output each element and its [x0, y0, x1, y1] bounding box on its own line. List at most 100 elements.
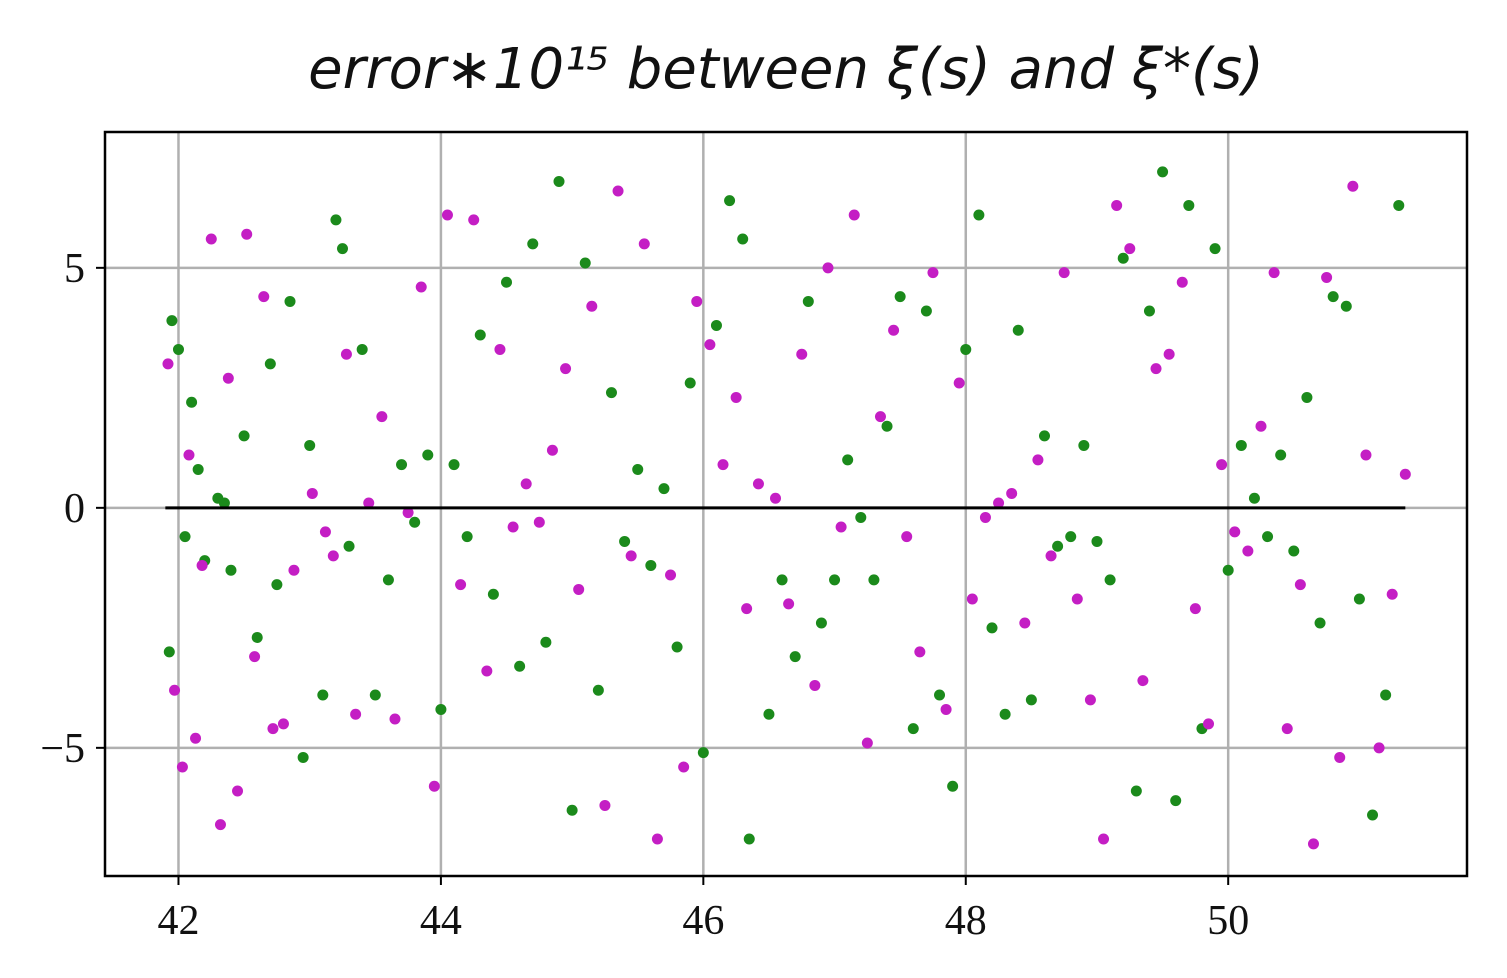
point	[966, 593, 978, 605]
point	[428, 780, 440, 792]
point	[267, 723, 279, 735]
x-tick-label: 42	[157, 898, 199, 944]
point	[340, 348, 352, 360]
point	[396, 459, 408, 471]
point	[881, 420, 893, 432]
point	[225, 564, 237, 576]
point	[1307, 838, 1319, 850]
point	[638, 238, 650, 250]
point	[671, 641, 683, 653]
point	[288, 564, 300, 576]
point	[894, 291, 906, 303]
point	[238, 430, 250, 442]
point	[176, 761, 188, 773]
point	[704, 339, 716, 351]
point	[336, 243, 348, 255]
point	[684, 377, 696, 389]
point	[1176, 276, 1188, 288]
point	[566, 804, 578, 816]
point	[501, 276, 513, 288]
point	[1111, 199, 1123, 211]
point	[441, 209, 453, 221]
point	[1019, 617, 1031, 629]
point	[1189, 603, 1201, 615]
point	[540, 636, 552, 648]
point	[1203, 718, 1215, 730]
point	[1393, 199, 1405, 211]
point	[1229, 526, 1241, 538]
point	[605, 387, 617, 399]
point	[214, 819, 226, 831]
point	[190, 732, 202, 744]
point	[196, 559, 208, 571]
point	[192, 463, 204, 475]
point	[468, 214, 480, 226]
point	[927, 267, 939, 279]
point	[222, 372, 234, 384]
point	[1084, 694, 1096, 706]
point	[1314, 617, 1326, 629]
point	[1006, 487, 1018, 499]
point	[1301, 391, 1313, 403]
point	[979, 511, 991, 523]
point	[1327, 291, 1339, 303]
point	[586, 300, 598, 312]
point	[579, 257, 591, 269]
point	[599, 799, 611, 811]
point	[271, 579, 283, 591]
point	[455, 579, 467, 591]
point	[249, 651, 261, 663]
point	[448, 459, 460, 471]
point	[284, 295, 296, 307]
point	[796, 348, 808, 360]
point	[169, 684, 181, 696]
point	[730, 391, 742, 403]
point	[369, 689, 381, 701]
point	[763, 708, 775, 720]
point	[264, 358, 276, 370]
point	[304, 439, 316, 451]
x-tick-label: 44	[420, 898, 462, 944]
point	[1255, 420, 1267, 432]
point	[855, 511, 867, 523]
point	[507, 521, 519, 533]
point	[940, 703, 952, 715]
point	[592, 684, 604, 696]
point	[241, 228, 253, 240]
point	[330, 214, 342, 226]
point	[1353, 593, 1365, 605]
point	[776, 574, 788, 586]
point	[1038, 430, 1050, 442]
point	[527, 238, 539, 250]
point	[494, 343, 506, 355]
point	[835, 521, 847, 533]
point	[1340, 300, 1352, 312]
point	[1216, 459, 1228, 471]
point	[625, 550, 637, 562]
y-tick-label: 5	[64, 246, 85, 292]
point	[402, 507, 414, 519]
point	[1321, 271, 1333, 283]
point	[691, 295, 703, 307]
point	[1294, 579, 1306, 591]
point	[1163, 348, 1175, 360]
point	[1373, 742, 1385, 754]
plot-frame	[103, 130, 1469, 878]
point	[848, 209, 860, 221]
point	[319, 526, 331, 538]
point	[1117, 252, 1129, 264]
point	[651, 833, 663, 845]
point	[382, 574, 394, 586]
point	[619, 535, 631, 547]
point	[914, 646, 926, 658]
point	[632, 463, 644, 475]
x-tick-label: 46	[682, 898, 724, 944]
point	[665, 569, 677, 581]
point	[1281, 723, 1293, 735]
point	[553, 175, 565, 187]
point	[822, 262, 834, 274]
point	[1091, 535, 1103, 547]
point	[697, 747, 709, 759]
point	[1124, 243, 1136, 255]
point	[1367, 809, 1379, 821]
